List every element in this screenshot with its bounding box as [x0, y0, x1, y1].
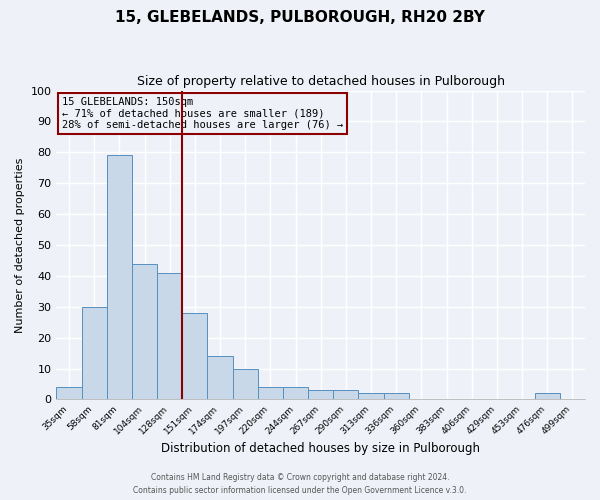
Bar	[132, 264, 157, 400]
Bar	[283, 387, 308, 400]
Text: 15, GLEBELANDS, PULBOROUGH, RH20 2BY: 15, GLEBELANDS, PULBOROUGH, RH20 2BY	[115, 10, 485, 25]
Bar	[333, 390, 358, 400]
Title: Size of property relative to detached houses in Pulborough: Size of property relative to detached ho…	[137, 75, 505, 88]
Bar	[157, 273, 182, 400]
Bar	[182, 313, 208, 400]
Bar	[233, 368, 258, 400]
Bar	[82, 307, 107, 400]
Bar	[56, 387, 82, 400]
Y-axis label: Number of detached properties: Number of detached properties	[15, 158, 25, 332]
Bar	[208, 356, 233, 400]
Bar	[535, 394, 560, 400]
X-axis label: Distribution of detached houses by size in Pulborough: Distribution of detached houses by size …	[161, 442, 480, 455]
Bar	[107, 156, 132, 400]
Bar	[383, 394, 409, 400]
Text: 15 GLEBELANDS: 150sqm
← 71% of detached houses are smaller (189)
28% of semi-det: 15 GLEBELANDS: 150sqm ← 71% of detached …	[62, 96, 343, 130]
Bar	[308, 390, 333, 400]
Bar	[358, 394, 383, 400]
Text: Contains HM Land Registry data © Crown copyright and database right 2024.
Contai: Contains HM Land Registry data © Crown c…	[133, 474, 467, 495]
Bar	[258, 387, 283, 400]
